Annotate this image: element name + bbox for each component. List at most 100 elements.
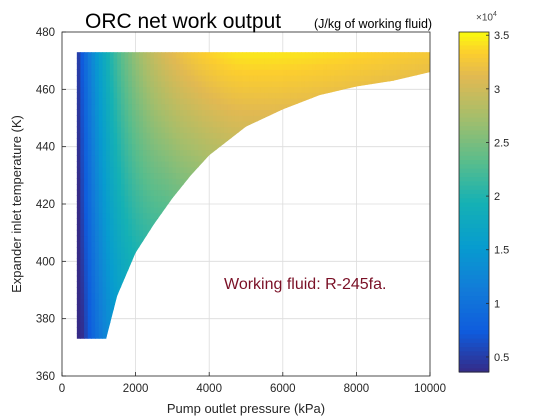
heatmap-cell: [194, 52, 199, 59]
heatmap-cell: [128, 63, 133, 70]
colorbar-segment: [459, 287, 489, 292]
heatmap-cell: [349, 69, 354, 76]
heatmap-cell: [131, 52, 137, 59]
colorbar-segment: [459, 206, 489, 212]
heatmap-cell: [95, 281, 100, 288]
heatmap-cell: [135, 189, 140, 196]
heatmap-cell: [194, 161, 199, 168]
heatmap-cell: [367, 75, 372, 82]
heatmap-cell: [231, 69, 236, 76]
heatmap-cell: [150, 115, 155, 122]
heatmap-cell: [91, 178, 96, 185]
heatmap-cell: [102, 63, 107, 70]
heatmap-cell: [352, 69, 357, 76]
heatmap-cell: [117, 149, 122, 156]
heatmap-cell: [98, 310, 104, 317]
heatmap-cell: [102, 281, 107, 288]
heatmap-cell: [179, 166, 185, 174]
heatmap-cell: [135, 241, 140, 248]
heatmap-cell: [113, 258, 118, 265]
heatmap-cell: [109, 183, 115, 191]
heatmap-cell: [330, 80, 335, 88]
heatmap-cell: [84, 298, 89, 305]
heatmap-cell: [187, 166, 192, 174]
heatmap-cell: [109, 138, 115, 145]
heatmap-cell: [216, 103, 221, 110]
heatmap-cell: [102, 189, 107, 196]
heatmap-cell: [209, 75, 214, 82]
heatmap-cell: [117, 166, 122, 174]
heatmap-cell: [91, 97, 96, 105]
heatmap-cell: [172, 166, 177, 174]
heatmap-cell: [146, 189, 151, 196]
heatmap-cell: [95, 292, 100, 300]
heatmap-cell: [76, 304, 81, 311]
colorbar-segment: [459, 193, 489, 199]
heatmap-cell: [128, 178, 133, 185]
heatmap-cell: [176, 86, 181, 93]
heatmap-cell: [198, 97, 203, 105]
heatmap-cell: [142, 161, 148, 168]
heatmap-cell: [234, 63, 240, 70]
heatmap-cell: [172, 109, 177, 116]
heatmap-cell: [106, 178, 111, 185]
heatmap-cell: [139, 75, 144, 82]
heatmap-cell: [91, 86, 96, 93]
heatmap-cell: [131, 172, 137, 179]
heatmap-cell: [356, 80, 361, 88]
heatmap-cell: [172, 97, 177, 105]
heatmap-cell: [98, 292, 104, 300]
heatmap-cell: [135, 161, 140, 168]
heatmap-cell: [150, 138, 155, 145]
heatmap-cell: [131, 247, 137, 254]
heatmap-cell: [234, 69, 240, 76]
heatmap-cell: [113, 189, 118, 196]
heatmap-cell: [76, 86, 81, 93]
heatmap-cell: [161, 161, 166, 168]
heatmap-cell: [275, 69, 280, 76]
colorbar-segment: [459, 91, 489, 97]
heatmap-cell: [223, 57, 229, 65]
heatmap-cell: [183, 149, 188, 156]
heatmap-cell: [98, 212, 104, 219]
heatmap-cell: [279, 69, 284, 76]
heatmap-cell: [76, 310, 81, 317]
heatmap-cell: [76, 183, 81, 191]
heatmap-cell: [293, 57, 299, 65]
heatmap-cell: [102, 327, 107, 334]
heatmap-cell: [231, 97, 236, 105]
heatmap-cell: [139, 115, 144, 122]
heatmap-cell: [124, 189, 129, 196]
heatmap-cell: [80, 218, 85, 225]
heatmap-cell: [330, 63, 335, 70]
heatmap-cell: [91, 183, 96, 191]
heatmap-cell: [212, 138, 218, 145]
heatmap-cell: [102, 206, 107, 214]
heatmap-cell: [150, 183, 155, 191]
heatmap-cell: [98, 126, 104, 133]
heatmap-cell: [161, 138, 166, 145]
heatmap-cell: [304, 86, 310, 93]
heatmap-cell: [404, 63, 409, 70]
heatmap-cell: [242, 115, 247, 122]
heatmap-cell: [91, 75, 96, 82]
heatmap-cell: [352, 52, 357, 59]
heatmap-cell: [330, 75, 335, 82]
heatmap-cell: [161, 52, 166, 59]
heatmap-cell: [190, 115, 196, 122]
heatmap-cell: [234, 75, 240, 82]
heatmap-cell: [360, 63, 365, 70]
heatmap-cell: [293, 69, 299, 76]
heatmap-cell: [212, 86, 218, 93]
heatmap-cell: [411, 63, 416, 70]
heatmap-cell: [98, 172, 104, 179]
heatmap-cell: [356, 52, 361, 59]
heatmap-cell: [84, 201, 89, 208]
heatmap-cell: [142, 75, 148, 82]
heatmap-cell: [146, 132, 151, 139]
heatmap-cell: [234, 86, 240, 93]
heatmap-cell: [165, 126, 170, 133]
heatmap-cell: [76, 333, 81, 339]
heatmap-cell: [120, 241, 126, 248]
colorbar-segment: [459, 74, 489, 80]
